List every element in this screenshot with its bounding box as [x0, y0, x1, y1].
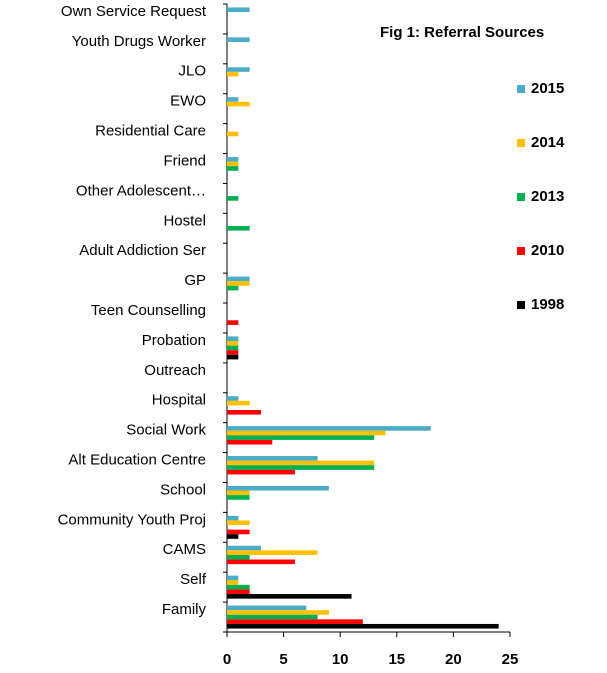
- y-tick-label: Alt Education Centre: [68, 451, 206, 468]
- bar: [227, 610, 329, 615]
- y-tick-label: GP: [184, 272, 206, 289]
- legend-swatch: [517, 85, 525, 93]
- y-tick-label: Other Adolescent…: [76, 182, 206, 199]
- y-tick-label: Community Youth Proj: [58, 511, 206, 528]
- legend-label: 2014: [531, 134, 565, 151]
- bar: [227, 396, 239, 401]
- y-tick-label: Residential Care: [95, 123, 206, 140]
- x-tick-label: 10: [332, 651, 349, 668]
- y-tick-label: Youth Drugs Worker: [72, 33, 206, 50]
- y-tick-label: Outreach: [144, 362, 206, 379]
- bar: [227, 166, 239, 171]
- bar: [227, 515, 239, 521]
- y-tick-label: School: [160, 481, 206, 498]
- bar: [227, 554, 250, 560]
- bar: [227, 529, 250, 535]
- bar: [227, 400, 250, 406]
- bar: [227, 430, 386, 436]
- y-tick-label: Own Service Request: [61, 3, 207, 20]
- bar: [227, 490, 250, 496]
- bar: [227, 619, 363, 624]
- bar: [227, 156, 239, 162]
- bar: [227, 614, 318, 620]
- bar: [227, 320, 239, 325]
- bar: [227, 456, 318, 461]
- bar: [227, 545, 261, 551]
- y-tick-label: JLO: [178, 63, 206, 80]
- x-tick-label: 20: [445, 651, 462, 668]
- bar: [227, 101, 250, 107]
- y-tick-label: Hospital: [152, 392, 206, 409]
- legend-label: 2010: [531, 242, 564, 259]
- chart-title: Fig 1: Referral Sources: [380, 24, 544, 41]
- bar: [227, 575, 239, 581]
- bar: [227, 495, 250, 500]
- x-tick-label: 15: [388, 651, 405, 668]
- legend-swatch: [517, 193, 525, 201]
- bar: [227, 559, 295, 565]
- bar: [227, 97, 239, 102]
- bar: [227, 534, 239, 539]
- y-tick-label: EWO: [170, 93, 206, 110]
- bar: [227, 485, 329, 491]
- bar: [227, 584, 250, 590]
- bar: [227, 276, 250, 282]
- bar: [227, 469, 295, 475]
- bar: [227, 225, 250, 231]
- bar: [227, 605, 307, 611]
- bar: [227, 285, 239, 291]
- x-tick-label: 25: [502, 651, 519, 668]
- bar: [227, 465, 375, 470]
- bar: [227, 354, 239, 360]
- bar: [227, 341, 239, 346]
- y-tick-label: Friend: [163, 152, 206, 169]
- y-tick-label: Hostel: [163, 212, 206, 229]
- y-tick-label: Probation: [142, 332, 206, 349]
- y-tick-label: Teen Counselling: [91, 302, 206, 319]
- bar: [227, 281, 250, 286]
- bar: [227, 580, 239, 585]
- x-tick-label: 0: [223, 651, 231, 668]
- y-tick-label: Social Work: [126, 422, 206, 439]
- bar: [227, 426, 431, 431]
- y-tick-label: Adult Addiction Ser: [79, 242, 206, 259]
- legend-swatch: [517, 301, 525, 309]
- bar: [227, 196, 239, 201]
- bar: [227, 131, 239, 137]
- bar: [227, 623, 499, 629]
- bar: [227, 460, 375, 466]
- bar: [227, 336, 239, 342]
- y-tick-label: Self: [180, 571, 207, 588]
- legend-label: 2015: [531, 80, 564, 97]
- bar: [227, 439, 273, 445]
- legend-swatch: [517, 139, 525, 147]
- legend-label: 2013: [531, 188, 564, 205]
- bar: [227, 345, 239, 351]
- bar: [227, 7, 250, 13]
- bar: [227, 550, 318, 555]
- legend-swatch: [517, 247, 525, 255]
- bar: [227, 71, 239, 77]
- bar: [227, 161, 239, 167]
- bar: [227, 37, 250, 42]
- bar: [227, 594, 352, 599]
- bar: [227, 435, 375, 440]
- legend-label: 1998: [531, 296, 564, 313]
- bar: [227, 520, 250, 526]
- bar: [227, 589, 250, 595]
- bar: [227, 350, 239, 355]
- y-tick-label: CAMS: [163, 541, 206, 558]
- bar: [227, 67, 250, 72]
- y-tick-label: Family: [162, 601, 207, 618]
- x-tick-label: 5: [279, 651, 287, 668]
- bar: [227, 410, 261, 415]
